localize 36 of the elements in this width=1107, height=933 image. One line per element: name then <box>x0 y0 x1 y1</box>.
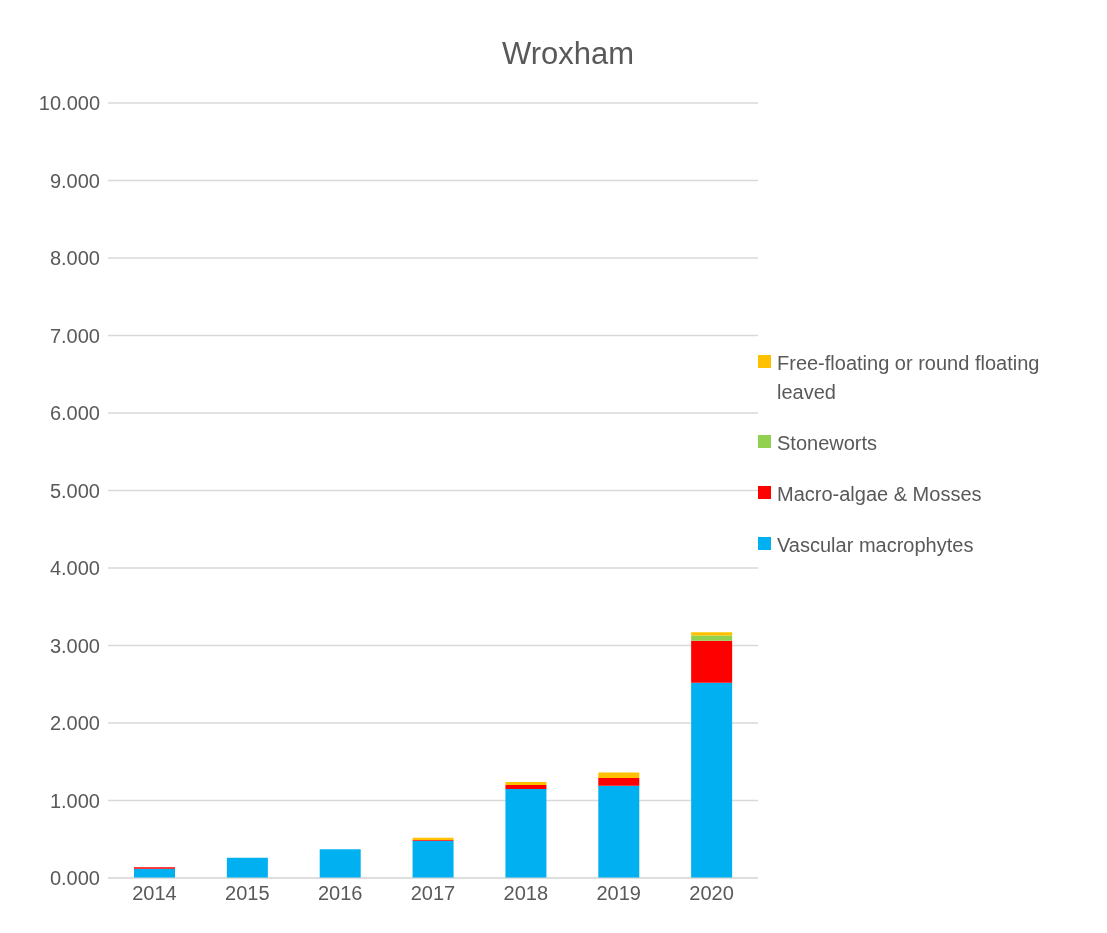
y-tick-label: 9.000 <box>49 169 100 192</box>
x-tick-label: 2014 <box>132 882 177 905</box>
y-tick-label: 7.000 <box>49 324 100 347</box>
bar <box>412 840 454 878</box>
bar <box>598 785 640 878</box>
chart-title: Wroxham <box>500 36 636 72</box>
y-tick-label: 8.000 <box>49 247 100 270</box>
legend-label: Vascular macrophytes <box>777 533 974 558</box>
x-tick-label: 2017 <box>410 882 456 905</box>
x-tick-label: 2016 <box>317 882 363 905</box>
legend-label: Macro-algae & Mosses <box>777 482 982 507</box>
x-tick-label: 2020 <box>689 882 734 905</box>
y-tick-label: 4.000 <box>49 557 100 580</box>
y-tick-label: 10.000 <box>38 92 100 115</box>
bar <box>598 772 640 779</box>
bar <box>226 857 268 878</box>
bar <box>505 788 547 878</box>
x-tick-label: 2015 <box>225 882 270 905</box>
y-tick-label: 1.000 <box>49 789 100 812</box>
y-tick-label: 2.000 <box>49 712 100 735</box>
y-tick-label: 0.000 <box>49 867 100 890</box>
x-tick-label: 2018 <box>503 882 549 905</box>
y-tick-label: 6.000 <box>49 402 100 425</box>
bar <box>691 632 733 636</box>
y-tick-label: 3.000 <box>49 634 100 657</box>
y-tick-label: 5.000 <box>49 479 100 502</box>
legend-label: Free-floating or round floating leaved <box>777 351 1041 405</box>
bar <box>319 849 361 878</box>
bar <box>598 778 640 786</box>
bar <box>691 635 733 641</box>
bar <box>505 785 547 789</box>
x-tick-label: 2019 <box>596 882 641 905</box>
legend-label: Stoneworts <box>777 431 878 456</box>
bar <box>691 640 733 683</box>
bar <box>505 781 547 785</box>
bar <box>691 682 733 878</box>
